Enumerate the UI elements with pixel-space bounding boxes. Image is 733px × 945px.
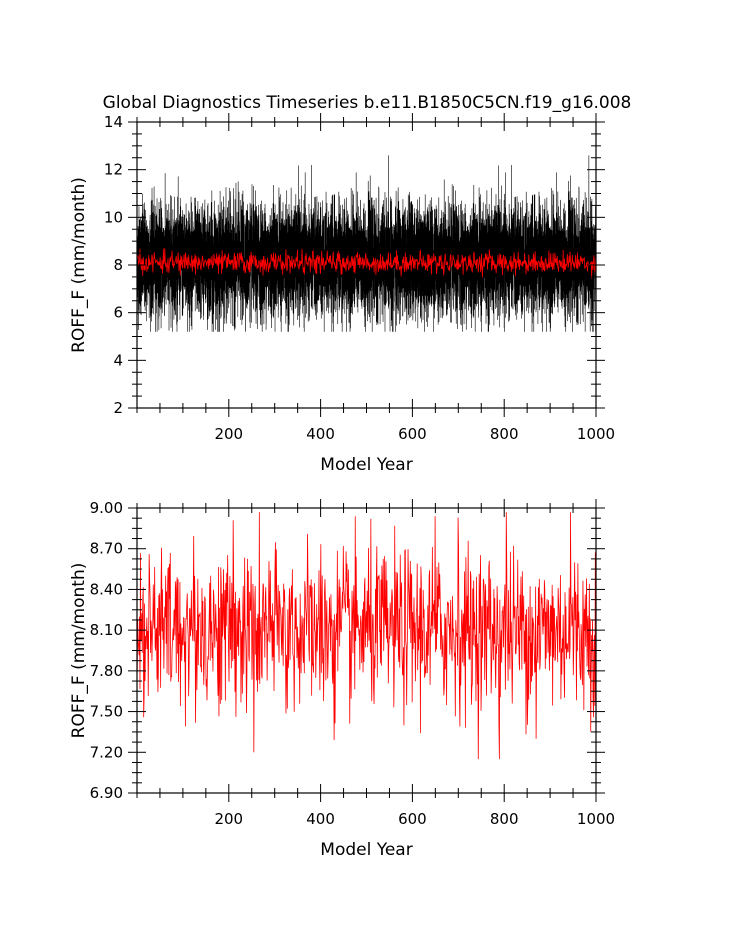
y-tick-label: 12 (104, 161, 123, 179)
x-tick-label: 400 (306, 810, 335, 828)
x-tick-label: 800 (490, 810, 519, 828)
chart-title: Global Diagnostics Timeseries b.e11.B185… (103, 93, 632, 113)
x-axis-label: Model Year (320, 455, 412, 475)
x-axis-label: Model Year (320, 840, 412, 860)
x-tick-label: 200 (214, 425, 243, 443)
x-tick-label: 600 (398, 425, 427, 443)
y-tick-label: 10 (104, 208, 123, 226)
y-tick-label: 6.90 (90, 784, 123, 802)
y-tick-label: 8 (113, 256, 123, 274)
y-tick-label: 8.40 (90, 580, 123, 598)
series-layer (136, 155, 597, 332)
y-tick-label: 2 (113, 399, 123, 417)
x-tick-label: 1000 (577, 425, 615, 443)
y-tick-label: 7.80 (90, 662, 123, 680)
x-tick-label: 800 (490, 425, 519, 443)
axis-ticks: 200 400 600 800 1000 2 4 6 8 10 12 14 (104, 113, 615, 443)
y-tick-label: 14 (104, 113, 123, 131)
x-tick-label: 600 (398, 810, 427, 828)
x-tick-label: 200 (214, 810, 243, 828)
axis-ticks: 200 400 600 800 1000 6.90 7.20 7.50 7.80 8.10 8.40… (90, 499, 615, 828)
y-tick-label: 9.00 (90, 499, 123, 517)
series-layer (136, 512, 597, 760)
y-tick-label: 7.20 (90, 743, 123, 761)
annual-series-line (136, 512, 597, 760)
y-axis-label: ROFF_F (mm/month) (69, 177, 89, 353)
x-tick-label: 400 (306, 425, 335, 443)
monthly-series-line (136, 155, 597, 332)
runoff-annual-panel: 200 400 600 800 1000 6.90 7.20 7.50 7.80 8.10 8.40… (69, 499, 615, 860)
y-tick-label: 7.50 (90, 703, 123, 721)
y-tick-label: 4 (113, 351, 123, 369)
runoff-monthly-panel: 200 400 600 800 1000 2 4 6 8 10 12 14 Model Year RO… (69, 113, 615, 475)
y-tick-label: 8.10 (90, 621, 123, 639)
y-tick-label: 8.70 (90, 540, 123, 558)
annual-series-line (136, 247, 597, 279)
y-tick-label: 6 (113, 304, 123, 322)
y-axis-label: ROFF_F (mm/month) (69, 563, 89, 739)
x-tick-label: 1000 (577, 810, 615, 828)
